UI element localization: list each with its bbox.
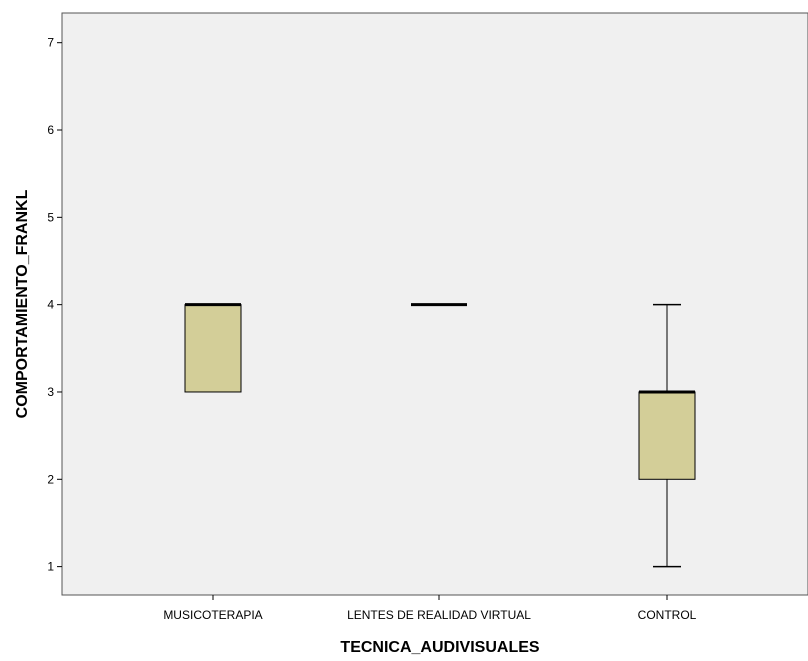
box-group — [638, 303, 696, 568]
y-tick-label: 6 — [47, 123, 54, 137]
box — [184, 304, 242, 393]
y-axis: 1 2 3 4 5 6 7 — [47, 36, 62, 574]
y-tick-label: 5 — [47, 210, 54, 224]
y-tick-label: 2 — [47, 472, 54, 486]
box-group — [184, 303, 242, 393]
x-tick-label: MUSICOTERAPIA — [163, 608, 262, 622]
x-axis: MUSICOTERAPIA LENTES DE REALIDAD VIRTUAL C… — [163, 595, 697, 622]
y-tick-label: 1 — [47, 560, 54, 574]
y-tick-label: 7 — [47, 36, 54, 50]
x-axis-label: TECNICA_AUDIVISUALES — [340, 639, 539, 656]
y-tick-label: 4 — [47, 298, 54, 312]
x-tick-label: LENTES DE REALIDAD VIRTUAL — [347, 608, 531, 622]
y-axis-label: COMPORTAMIENTO_FRANKL — [14, 189, 31, 418]
y-tick-label: 3 — [47, 385, 54, 399]
x-tick-label: CONTROL — [638, 608, 697, 622]
boxes — [184, 303, 696, 568]
box — [638, 391, 696, 480]
